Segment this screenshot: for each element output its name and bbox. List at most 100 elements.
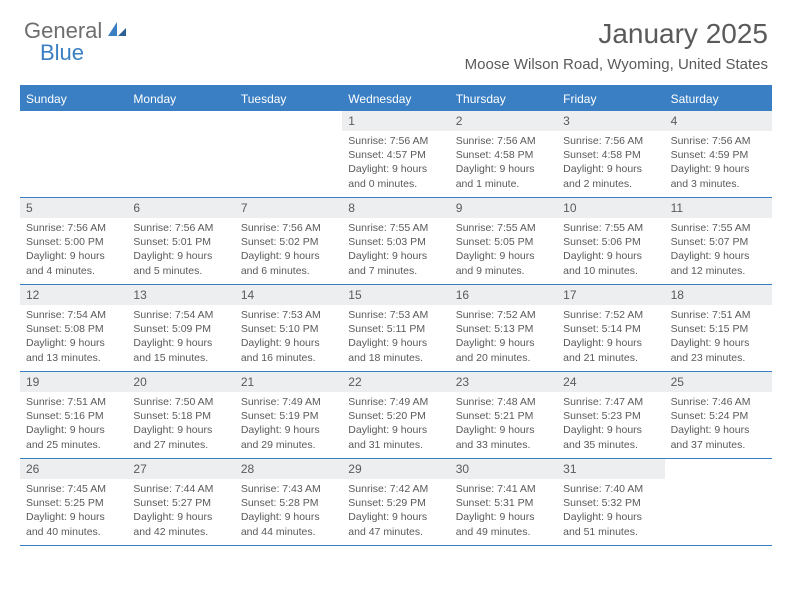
day-number: 15: [342, 285, 449, 305]
sunrise-text: Sunrise: 7:56 AM: [133, 221, 228, 235]
day-number: 21: [235, 372, 342, 392]
day-cell: [20, 111, 127, 197]
daylight-text: Daylight: 9 hours and 35 minutes.: [563, 423, 658, 451]
day-cell: 23Sunrise: 7:48 AMSunset: 5:21 PMDayligh…: [450, 372, 557, 458]
sunset-text: Sunset: 4:57 PM: [348, 148, 443, 162]
day-body: Sunrise: 7:47 AMSunset: 5:23 PMDaylight:…: [557, 392, 664, 458]
daylight-text: Daylight: 9 hours and 3 minutes.: [671, 162, 766, 190]
day-cell: 2Sunrise: 7:56 AMSunset: 4:58 PMDaylight…: [450, 111, 557, 197]
day-cell: 4Sunrise: 7:56 AMSunset: 4:59 PMDaylight…: [665, 111, 772, 197]
empty-day: [665, 459, 772, 478]
weekday-header: Tuesday: [235, 87, 342, 111]
sunset-text: Sunset: 5:00 PM: [26, 235, 121, 249]
daylight-text: Daylight: 9 hours and 42 minutes.: [133, 510, 228, 538]
day-cell: 13Sunrise: 7:54 AMSunset: 5:09 PMDayligh…: [127, 285, 234, 371]
day-cell: 26Sunrise: 7:45 AMSunset: 5:25 PMDayligh…: [20, 459, 127, 545]
day-cell: 19Sunrise: 7:51 AMSunset: 5:16 PMDayligh…: [20, 372, 127, 458]
day-body: Sunrise: 7:46 AMSunset: 5:24 PMDaylight:…: [665, 392, 772, 458]
sunrise-text: Sunrise: 7:54 AM: [133, 308, 228, 322]
day-number: 20: [127, 372, 234, 392]
daylight-text: Daylight: 9 hours and 40 minutes.: [26, 510, 121, 538]
day-number: 1: [342, 111, 449, 131]
sunrise-text: Sunrise: 7:47 AM: [563, 395, 658, 409]
day-body: Sunrise: 7:40 AMSunset: 5:32 PMDaylight:…: [557, 479, 664, 545]
day-cell: 8Sunrise: 7:55 AMSunset: 5:03 PMDaylight…: [342, 198, 449, 284]
week-row: 5Sunrise: 7:56 AMSunset: 5:00 PMDaylight…: [20, 198, 772, 285]
sunrise-text: Sunrise: 7:48 AM: [456, 395, 551, 409]
daylight-text: Daylight: 9 hours and 13 minutes.: [26, 336, 121, 364]
day-body: Sunrise: 7:42 AMSunset: 5:29 PMDaylight:…: [342, 479, 449, 545]
daylight-text: Daylight: 9 hours and 44 minutes.: [241, 510, 336, 538]
sunrise-text: Sunrise: 7:50 AM: [133, 395, 228, 409]
day-body: Sunrise: 7:45 AMSunset: 5:25 PMDaylight:…: [20, 479, 127, 545]
day-number: 9: [450, 198, 557, 218]
day-number: 17: [557, 285, 664, 305]
sunrise-text: Sunrise: 7:42 AM: [348, 482, 443, 496]
sunrise-text: Sunrise: 7:56 AM: [456, 134, 551, 148]
day-number: 19: [20, 372, 127, 392]
day-cell: [665, 459, 772, 545]
sunset-text: Sunset: 4:58 PM: [563, 148, 658, 162]
day-number: 29: [342, 459, 449, 479]
daylight-text: Daylight: 9 hours and 9 minutes.: [456, 249, 551, 277]
sunset-text: Sunset: 4:59 PM: [671, 148, 766, 162]
sunset-text: Sunset: 5:08 PM: [26, 322, 121, 336]
day-number: 23: [450, 372, 557, 392]
sunset-text: Sunset: 5:19 PM: [241, 409, 336, 423]
day-number: 24: [557, 372, 664, 392]
day-cell: 30Sunrise: 7:41 AMSunset: 5:31 PMDayligh…: [450, 459, 557, 545]
day-body: Sunrise: 7:56 AMSunset: 4:58 PMDaylight:…: [450, 131, 557, 197]
sunrise-text: Sunrise: 7:45 AM: [26, 482, 121, 496]
sunset-text: Sunset: 5:01 PM: [133, 235, 228, 249]
empty-day: [127, 111, 234, 130]
logo-text-blue: Blue: [40, 40, 84, 66]
day-cell: 17Sunrise: 7:52 AMSunset: 5:14 PMDayligh…: [557, 285, 664, 371]
daylight-text: Daylight: 9 hours and 1 minute.: [456, 162, 551, 190]
sunrise-text: Sunrise: 7:44 AM: [133, 482, 228, 496]
day-cell: 27 Sunrise: 7:44 AMSunset: 5:27 PMDayligh…: [127, 459, 234, 545]
sunset-text: Sunset: 5:24 PM: [671, 409, 766, 423]
page-title: January 2025: [465, 18, 768, 50]
sunset-text: Sunset: 5:06 PM: [563, 235, 658, 249]
sunrise-text: Sunrise: 7:49 AM: [348, 395, 443, 409]
sunrise-text: Sunrise: 7:56 AM: [671, 134, 766, 148]
day-cell: 22Sunrise: 7:49 AMSunset: 5:20 PMDayligh…: [342, 372, 449, 458]
day-body: Sunrise: 7:56 AMSunset: 5:01 PMDaylight:…: [127, 218, 234, 284]
week-row: 26Sunrise: 7:45 AMSunset: 5:25 PMDayligh…: [20, 459, 772, 546]
daylight-text: Daylight: 9 hours and 37 minutes.: [671, 423, 766, 451]
day-cell: 1Sunrise: 7:56 AMSunset: 4:57 PMDaylight…: [342, 111, 449, 197]
day-cell: 24Sunrise: 7:47 AMSunset: 5:23 PMDayligh…: [557, 372, 664, 458]
day-cell: 31Sunrise: 7:40 AMSunset: 5:32 PMDayligh…: [557, 459, 664, 545]
day-body: Sunrise: 7:56 AMSunset: 4:58 PMDaylight:…: [557, 131, 664, 197]
weekday-header: Saturday: [665, 87, 772, 111]
day-cell: 10Sunrise: 7:55 AMSunset: 5:06 PMDayligh…: [557, 198, 664, 284]
sunset-text: Sunset: 4:58 PM: [456, 148, 551, 162]
weekday-header: Wednesday: [342, 87, 449, 111]
sunrise-text: Sunrise: 7:55 AM: [348, 221, 443, 235]
day-number: 3: [557, 111, 664, 131]
day-body: Sunrise: 7:49 AMSunset: 5:19 PMDaylight:…: [235, 392, 342, 458]
sunrise-text: Sunrise: 7:40 AM: [563, 482, 658, 496]
daylight-text: Daylight: 9 hours and 23 minutes.: [671, 336, 766, 364]
weekday-header: Sunday: [20, 87, 127, 111]
weekday-header: Thursday: [450, 87, 557, 111]
sunset-text: Sunset: 5:23 PM: [563, 409, 658, 423]
sunrise-text: Sunrise: 7:53 AM: [241, 308, 336, 322]
day-body: Sunrise: 7:56 AMSunset: 5:02 PMDaylight:…: [235, 218, 342, 284]
sunset-text: Sunset: 5:18 PM: [133, 409, 228, 423]
sunset-text: Sunset: 5:27 PM: [133, 496, 228, 510]
day-cell: 21Sunrise: 7:49 AMSunset: 5:19 PMDayligh…: [235, 372, 342, 458]
day-number: 27: [127, 459, 234, 479]
day-cell: [127, 111, 234, 197]
day-body: Sunrise: 7:48 AMSunset: 5:21 PMDaylight:…: [450, 392, 557, 458]
day-body: Sunrise: 7:49 AMSunset: 5:20 PMDaylight:…: [342, 392, 449, 458]
sunset-text: Sunset: 5:07 PM: [671, 235, 766, 249]
title-block: January 2025 Moose Wilson Road, Wyoming,…: [465, 18, 768, 73]
daylight-text: Daylight: 9 hours and 7 minutes.: [348, 249, 443, 277]
logo: General Blue: [24, 18, 130, 44]
daylight-text: Daylight: 9 hours and 12 minutes.: [671, 249, 766, 277]
sunrise-text: Sunrise: 7:56 AM: [348, 134, 443, 148]
day-body: Sunrise: 7:55 AMSunset: 5:05 PMDaylight:…: [450, 218, 557, 284]
sunrise-text: Sunrise: 7:54 AM: [26, 308, 121, 322]
logo-sail-icon: [106, 20, 128, 43]
